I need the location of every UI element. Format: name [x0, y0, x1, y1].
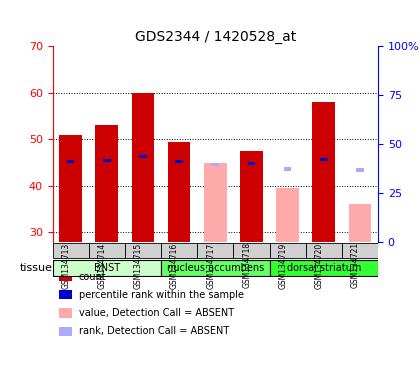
Bar: [59, 272, 72, 281]
Bar: [312, 102, 335, 242]
FancyBboxPatch shape: [306, 243, 342, 258]
Text: GSM134715: GSM134715: [134, 242, 143, 288]
Bar: [59, 290, 72, 300]
Text: count: count: [79, 271, 106, 281]
Text: GSM134717: GSM134717: [206, 242, 215, 288]
Bar: [248, 162, 255, 166]
FancyBboxPatch shape: [270, 260, 378, 276]
Text: percentile rank within the sample: percentile rank within the sample: [79, 290, 244, 300]
Bar: [59, 135, 82, 242]
Bar: [95, 125, 118, 242]
FancyBboxPatch shape: [342, 243, 378, 258]
Bar: [240, 151, 263, 242]
FancyBboxPatch shape: [270, 243, 306, 258]
FancyBboxPatch shape: [89, 243, 125, 258]
Text: GSM134713: GSM134713: [62, 242, 71, 288]
Bar: [59, 327, 72, 336]
Text: GSM134716: GSM134716: [170, 242, 179, 288]
Bar: [67, 160, 74, 163]
FancyBboxPatch shape: [161, 260, 270, 276]
Bar: [103, 159, 110, 162]
Bar: [276, 188, 299, 242]
FancyBboxPatch shape: [234, 243, 270, 258]
Bar: [175, 160, 183, 163]
Bar: [204, 162, 227, 242]
Text: value, Detection Call = ABSENT: value, Detection Call = ABSENT: [79, 308, 234, 318]
Bar: [168, 142, 191, 242]
Text: rank, Detection Call = ABSENT: rank, Detection Call = ABSENT: [79, 326, 229, 336]
Text: GSM134721: GSM134721: [351, 242, 360, 288]
Text: GSM134719: GSM134719: [278, 242, 288, 288]
FancyBboxPatch shape: [125, 243, 161, 258]
Bar: [349, 204, 371, 242]
Bar: [211, 162, 219, 166]
Text: nucleus accumbens: nucleus accumbens: [167, 263, 264, 273]
FancyBboxPatch shape: [52, 243, 89, 258]
Text: dorsal striatum: dorsal striatum: [286, 263, 361, 273]
Bar: [356, 169, 364, 172]
Text: GSM134718: GSM134718: [242, 242, 252, 288]
Text: tissue: tissue: [20, 263, 53, 273]
Text: GSM134714: GSM134714: [98, 242, 107, 288]
FancyBboxPatch shape: [161, 243, 197, 258]
Bar: [284, 167, 291, 171]
Title: GDS2344 / 1420528_at: GDS2344 / 1420528_at: [135, 30, 296, 44]
Bar: [320, 158, 328, 161]
FancyBboxPatch shape: [197, 243, 234, 258]
Bar: [59, 308, 72, 318]
Bar: [131, 93, 154, 242]
FancyBboxPatch shape: [52, 260, 161, 276]
Text: BNST: BNST: [94, 263, 120, 273]
Text: GSM134720: GSM134720: [315, 242, 324, 288]
Bar: [139, 155, 147, 159]
